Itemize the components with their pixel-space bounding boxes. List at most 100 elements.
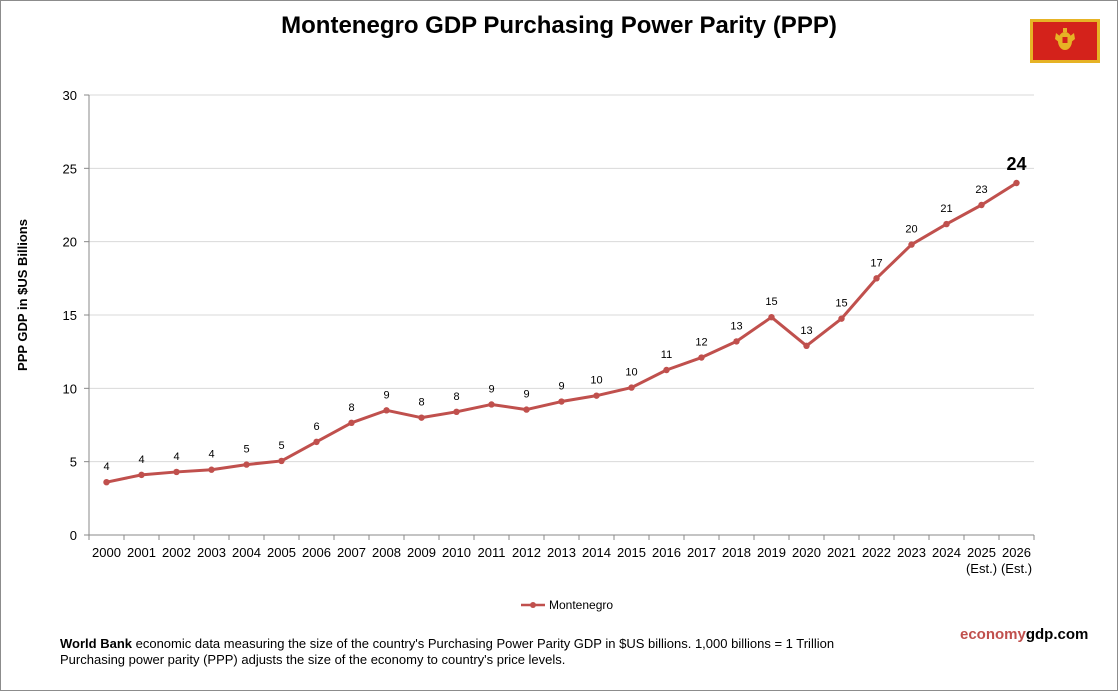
- data-point: [208, 466, 215, 473]
- data-point: [173, 468, 180, 476]
- x-tick-label: 2004: [232, 545, 261, 560]
- data-point: [628, 384, 635, 391]
- x-tick-label: 2006: [302, 545, 331, 560]
- data-label: 9: [383, 389, 389, 401]
- y-tick-label: 20: [63, 235, 77, 250]
- data-point: [593, 392, 600, 399]
- montenegro-flag-icon: [1030, 19, 1100, 63]
- data-point: [243, 461, 250, 468]
- brand-part3: .com: [1053, 626, 1089, 643]
- data-point: [768, 314, 775, 321]
- data-point: [523, 406, 530, 413]
- data-point: [803, 342, 810, 349]
- footnote-source: World Bank: [60, 636, 132, 651]
- data-point: [943, 220, 950, 228]
- legend-label: Montenegro: [549, 598, 614, 612]
- chart-title: Montenegro GDP Purchasing Power Parity (…: [281, 12, 837, 39]
- x-tick-label: 2017: [687, 545, 716, 560]
- footnote-line1: economic data measuring the size of the …: [132, 636, 835, 651]
- brand-part1: economy: [960, 626, 1026, 643]
- x-tick-label: 2016: [652, 545, 681, 560]
- x-tick-label: 2025: [967, 545, 996, 560]
- x-tick-label: 2011: [478, 545, 506, 560]
- data-label: 9: [558, 381, 564, 393]
- x-tick-label: 2003: [197, 545, 226, 560]
- x-tick-label: 2020: [792, 545, 821, 560]
- data-label: 20: [905, 224, 917, 236]
- data-label: 11: [661, 349, 672, 361]
- y-tick-label: 5: [70, 455, 77, 470]
- data-point: [313, 438, 320, 446]
- data-point: [663, 366, 670, 374]
- data-point: [488, 401, 495, 408]
- x-tick-label: 2010: [442, 545, 471, 560]
- data-label: 5: [243, 444, 249, 456]
- x-tick-label: 2001: [127, 545, 156, 560]
- data-point: [733, 338, 740, 345]
- series-line: [106, 181, 1018, 484]
- x-tick-sublabel: (Est.): [1001, 561, 1032, 576]
- data-point: [1013, 179, 1020, 187]
- data-point: [838, 315, 845, 322]
- x-tick-sublabel: (Est.): [966, 561, 997, 576]
- x-tick-label: 2024: [932, 545, 961, 560]
- data-label: 21: [940, 203, 952, 215]
- x-tick-label: 2022: [862, 545, 891, 560]
- y-tick-label: 15: [63, 308, 77, 323]
- data-point: [383, 407, 390, 414]
- data-label: 23: [975, 184, 987, 196]
- x-tick-label: 2018: [722, 545, 751, 560]
- data-point: [978, 201, 985, 209]
- x-tick-label: 2023: [897, 545, 926, 560]
- data-label: 4: [208, 449, 214, 461]
- x-tick-label: 2008: [372, 545, 401, 560]
- data-point: [138, 471, 145, 479]
- data-label: 15: [765, 296, 777, 308]
- x-tick-label: 2007: [337, 545, 366, 560]
- data-label: 13: [800, 325, 812, 337]
- data-label: 15: [835, 298, 847, 310]
- y-tick-label: 25: [63, 161, 77, 176]
- footnote: World Bank economic data measuring the s…: [60, 636, 834, 668]
- data-label: 4: [103, 461, 109, 473]
- x-tick-label: 2014: [582, 545, 611, 560]
- brand-logo[interactable]: economygdp.com: [960, 626, 1088, 643]
- data-point: [558, 398, 565, 405]
- data-point: [453, 408, 460, 415]
- data-point: [103, 479, 110, 486]
- data-label: 9: [488, 383, 494, 395]
- y-tick-label: 30: [63, 88, 77, 103]
- chart-legend: Montenegro: [520, 598, 613, 612]
- data-point: [278, 457, 285, 465]
- x-tick-label: 2019: [757, 545, 786, 560]
- legend-line-marker-icon: [521, 602, 545, 608]
- data-label: 6: [313, 421, 319, 433]
- data-label: 4: [173, 451, 179, 463]
- data-point: [698, 354, 705, 361]
- x-tick-label: 2000: [92, 545, 121, 560]
- brand-part2: gdp: [1025, 626, 1054, 643]
- data-label: 8: [348, 402, 354, 414]
- x-tick-label: 2012: [512, 545, 541, 560]
- data-label: 10: [625, 367, 637, 379]
- data-point: [348, 419, 355, 426]
- data-label: 4: [138, 454, 144, 466]
- data-label: 8: [453, 391, 459, 403]
- y-tick-label: 10: [63, 381, 77, 396]
- x-tick-label: 2002: [162, 545, 191, 560]
- data-label: 5: [278, 440, 284, 452]
- data-point: [908, 241, 915, 248]
- footnote-line2: Purchasing power parity (PPP) adjusts th…: [60, 652, 566, 667]
- x-tick-label: 2026: [1002, 545, 1031, 560]
- x-tick-label: 2013: [547, 545, 576, 560]
- data-label: 24: [1006, 154, 1026, 174]
- x-tick-label: 2009: [407, 545, 436, 560]
- data-label: 17: [870, 257, 882, 269]
- data-point: [873, 275, 880, 282]
- data-label: 8: [418, 397, 424, 409]
- x-tick-label: 2021: [827, 545, 856, 560]
- x-tick-label: 2015: [617, 545, 646, 560]
- data-point: [418, 414, 425, 421]
